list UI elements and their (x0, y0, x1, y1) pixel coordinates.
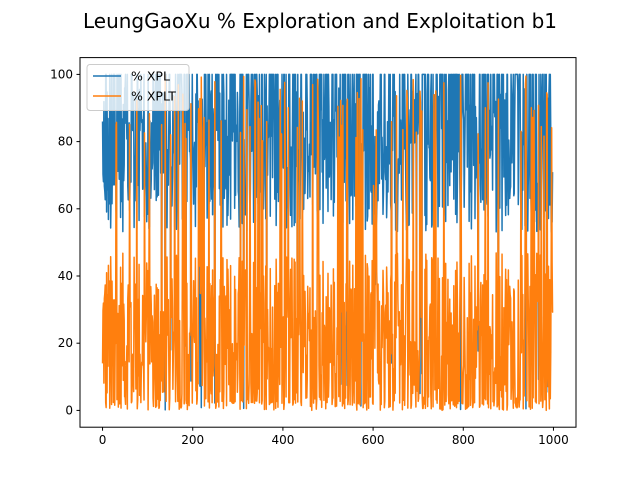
plot-frame (79, 57, 577, 428)
plot-series-group (101, 73, 554, 412)
y-tick-label: 0 (65, 403, 73, 417)
legend: % XPL % XPLT (86, 64, 190, 111)
x-axis: 0 200 400 600 800 1000 (99, 427, 569, 447)
chart-title: LeungGaoXu % Exploration and Exploitatio… (83, 9, 557, 33)
series-line-xplt (101, 74, 554, 412)
legend-label-xplt: % XPLT (131, 89, 176, 104)
x-tick-label: 400 (271, 433, 294, 447)
legend-label-xpl: % XPL (131, 69, 170, 84)
y-tick-label: 80 (58, 135, 73, 149)
x-tick-label: 800 (452, 433, 475, 447)
x-tick-label: 600 (362, 433, 385, 447)
y-tick-label: 100 (50, 67, 73, 81)
x-tick-label: 1000 (538, 433, 569, 447)
x-tick-label: 0 (99, 433, 107, 447)
y-tick-label: 40 (58, 269, 73, 283)
y-tick-label: 60 (58, 202, 73, 216)
y-axis: 0 20 40 60 80 100 (50, 67, 80, 417)
y-tick-label: 20 (58, 336, 73, 350)
x-tick-label: 200 (181, 433, 204, 447)
